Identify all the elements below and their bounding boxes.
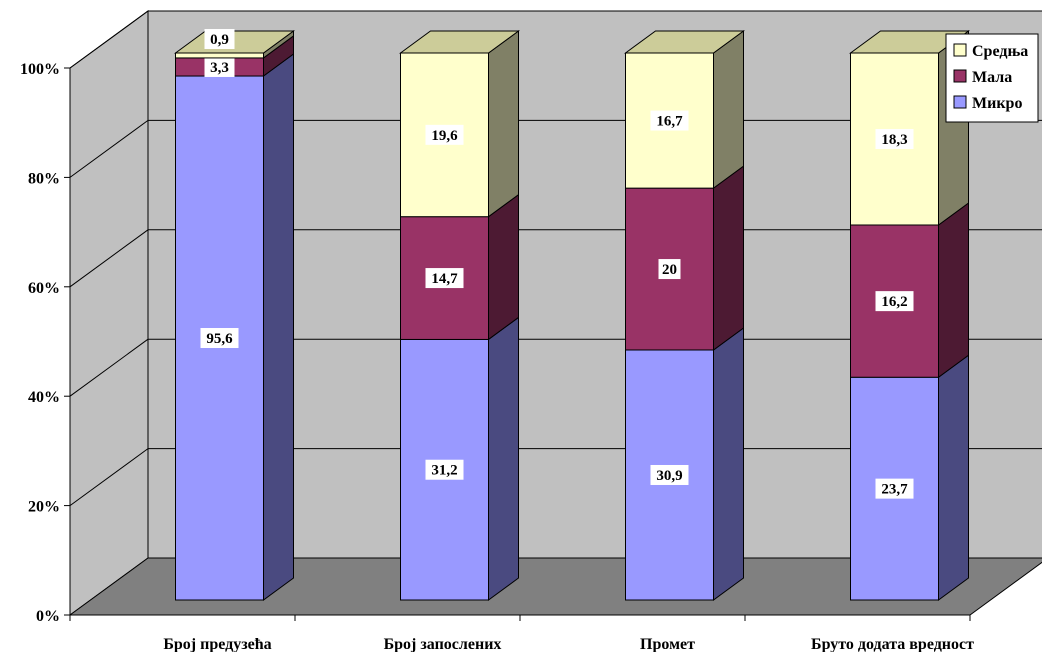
bar-број-предузећа-мала-data-label: 3,3 (210, 60, 229, 76)
bar-промет-мала-data-label: 20 (662, 262, 677, 278)
x-category-label-бруто-додата-вредност: Бруто додата вредност (811, 636, 974, 652)
y-tick-label: 20% (28, 499, 60, 516)
bar-број-запослених-мала-side (489, 195, 519, 340)
bar-промет-средња-side (714, 31, 744, 188)
bar-број-запослених-микро-data-label: 31,2 (431, 463, 457, 479)
y-tick-label: 60% (28, 280, 60, 297)
bar-stack-промет: 30,9 20 16,7 (626, 31, 744, 600)
y-tick-label: 0% (36, 608, 60, 625)
bar-бруто-додата-вредност-мала-side (939, 203, 969, 377)
bar-број-запослених-мала-data-label: 14,7 (431, 271, 458, 287)
bar-број-запослених-микро-side (489, 317, 519, 600)
bar-број-предузећа-микро-side (264, 54, 294, 600)
bar-промет-мала-side (714, 166, 744, 350)
y-tick-label: 80% (28, 170, 60, 187)
legend-swatch-микро (954, 96, 966, 108)
bar-број-предузећа-средња (176, 53, 264, 58)
x-category-label-број-запослених: Број запослених (384, 636, 502, 652)
side-wall (70, 11, 148, 615)
x-axis-category-labels: Број предузећа Број запослених Промет Бруто… (163, 636, 974, 652)
y-tick-label: 100% (20, 61, 60, 78)
legend-label-средња: Средња (972, 43, 1028, 60)
bar-бруто-додата-вредност-микро-data-label: 23,7 (881, 482, 908, 498)
legend-label-мала: Мала (972, 69, 1012, 86)
legend-label-микро: Микро (972, 95, 1022, 112)
bar-број-предузећа-микро-data-label: 95,6 (206, 331, 233, 347)
legend: Средња Мала Микро (946, 34, 1038, 122)
y-axis-tick-labels: 0% 20% 40% 60% 80% 100% (20, 61, 60, 625)
bar-stack-број-запослених: 31,2 14,7 19,6 (401, 31, 519, 600)
legend-swatch-средња (954, 44, 966, 56)
bar-промет-микро-side (714, 328, 744, 600)
bar-број-запослених-средња-side (489, 31, 519, 217)
bar-stack-број-предузећа: 95,6 3,3 0,9 (176, 29, 294, 600)
y-tick-label: 40% (28, 389, 60, 406)
bar-бруто-додата-вредност-мала-data-label: 16,2 (881, 294, 907, 310)
x-category-label-број-предузећа: Број предузећа (163, 636, 271, 652)
bar-промет-средња-data-label: 16,7 (656, 114, 683, 130)
legend-swatch-мала (954, 70, 966, 82)
x-category-label-промет: Промет (640, 636, 695, 652)
bar-број-запослених-средња-data-label: 19,6 (431, 128, 458, 144)
bar-промет-микро-data-label: 30,9 (656, 468, 682, 484)
bar-бруто-додата-вредност-средња-data-label: 18,3 (881, 132, 907, 148)
bar-број-предузећа-средња-data-label: 0,9 (210, 32, 229, 48)
bar-бруто-додата-вредност-микро-side (939, 355, 969, 600)
